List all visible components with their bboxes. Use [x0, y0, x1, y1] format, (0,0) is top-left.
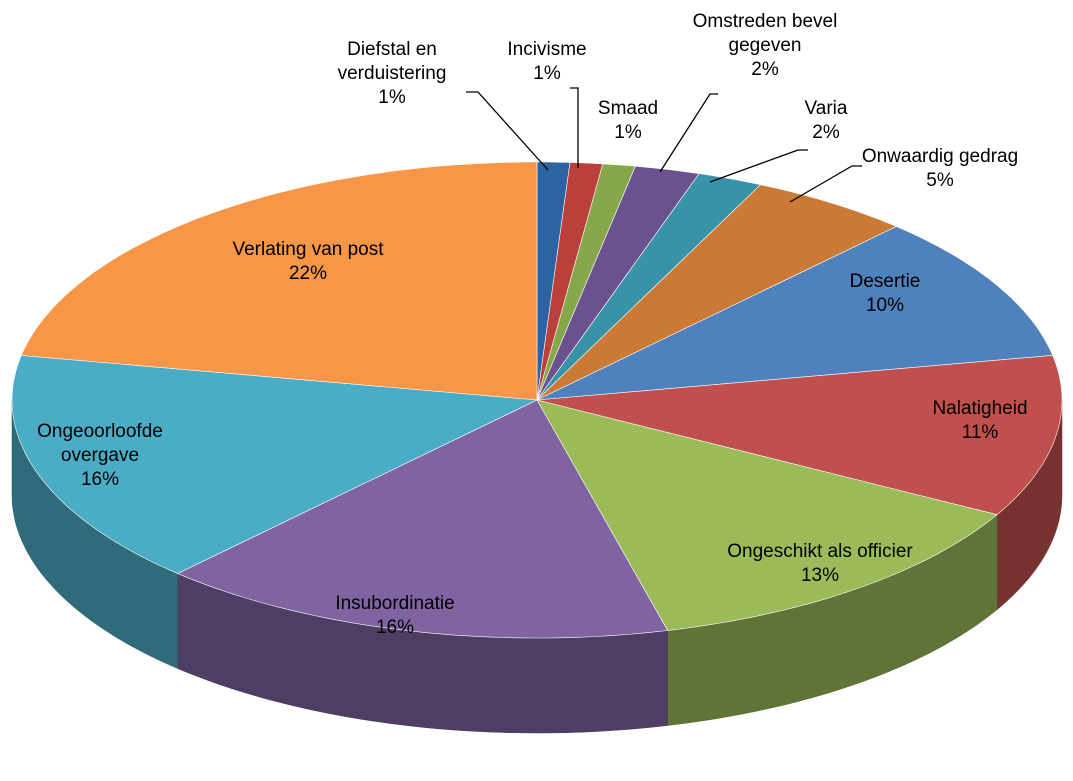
- slice: [536, 184, 898, 401]
- slice-label: Varia 2%: [786, 97, 866, 145]
- slice-label: Ongeschikt als officier 13%: [670, 540, 970, 588]
- slice: [536, 399, 998, 631]
- value-label: 1%: [378, 87, 406, 108]
- slice: [176, 399, 669, 639]
- value-label: 2%: [812, 122, 840, 143]
- slice: [536, 226, 1054, 401]
- value-label: 22%: [288, 263, 328, 284]
- slice: [536, 355, 1063, 516]
- leader-line: [659, 93, 718, 173]
- category-name: Desertie: [849, 271, 921, 292]
- leader-line: [709, 149, 808, 183]
- slice-label: Nalatigheid 11%: [905, 397, 1055, 445]
- category-name: Nalatigheid: [932, 398, 1028, 419]
- value-label: 16%: [80, 469, 120, 490]
- slice: [536, 173, 762, 401]
- slice-label: Diefstal en verduistering 1%: [317, 38, 467, 110]
- slice-label: Smaad 1%: [578, 97, 678, 145]
- slice-label: Omstreden bevel gegeven 2%: [665, 10, 865, 82]
- slice-label: Incivisme 1%: [487, 38, 607, 86]
- category-name: Insubordinatie: [335, 593, 455, 614]
- category-name: Incivisme: [507, 39, 587, 60]
- category-name: Onwaardig gedrag: [861, 146, 1019, 167]
- slice: [20, 161, 538, 401]
- leader-line: [789, 165, 862, 203]
- category-name: Verlating van post: [232, 239, 384, 260]
- category-name: Varia: [804, 98, 848, 119]
- slice-label: Verlating van post 22%: [183, 238, 433, 286]
- slice: [11, 355, 539, 574]
- leader-line: [570, 87, 579, 168]
- category-name: Ongeoorloofde overgave: [37, 421, 163, 466]
- leader-line: [466, 91, 549, 171]
- value-label: 16%: [375, 617, 415, 638]
- leader-lines: [466, 87, 862, 203]
- slice-label: Onwaardig gedrag 5%: [840, 145, 1040, 193]
- value-label: 13%: [800, 565, 840, 586]
- value-label: 5%: [926, 170, 954, 191]
- value-label: 1%: [533, 63, 561, 84]
- value-label: 2%: [751, 59, 779, 80]
- value-label: 11%: [961, 422, 999, 443]
- value-label: 1%: [614, 122, 642, 143]
- slice-label: Ongeoorloofde overgave 16%: [5, 420, 195, 492]
- slices: [11, 161, 1063, 734]
- category-name: Smaad: [597, 98, 659, 119]
- value-label: 10%: [865, 295, 905, 316]
- slice-label: Desertie 10%: [810, 270, 960, 318]
- slice-label: Insubordinatie 16%: [285, 592, 505, 640]
- category-name: Diefstal en verduistering: [337, 39, 447, 84]
- slice: [536, 165, 700, 401]
- category-name: Omstreden bevel gegeven: [692, 11, 838, 56]
- category-name: Ongeschikt als officier: [727, 541, 913, 562]
